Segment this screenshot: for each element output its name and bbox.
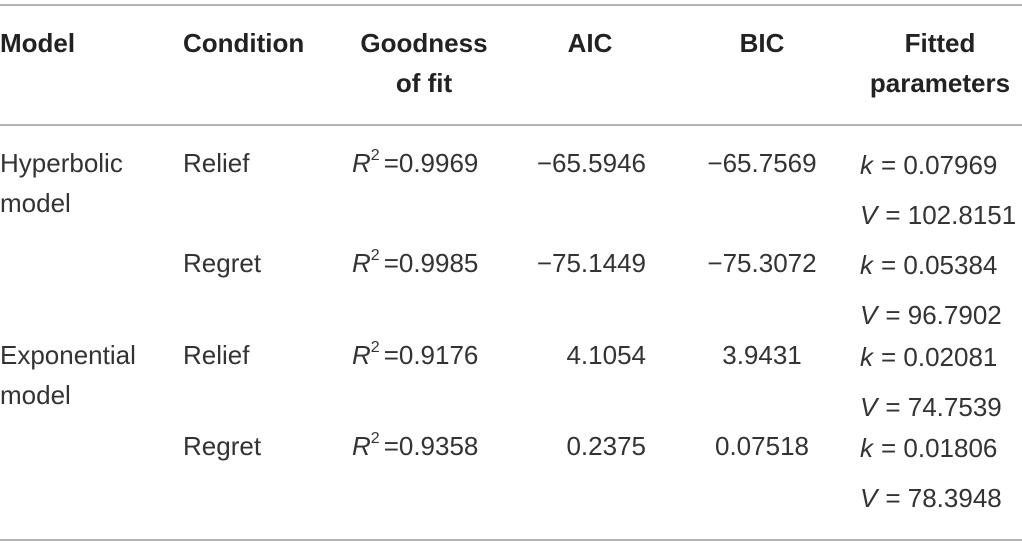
header-cell: BIC — [740, 28, 785, 58]
parameter-symbol: k — [860, 250, 875, 280]
header-cell: Condition — [183, 28, 304, 58]
fit-exponent: 2 — [371, 339, 380, 356]
aic: −75.1449 — [537, 248, 646, 278]
fit-value: =0.9985 — [384, 248, 479, 278]
header-cell: parameters — [870, 68, 1010, 98]
parameter-value: = 96.7902 — [885, 300, 1001, 330]
parameter-value: = 78.3948 — [885, 483, 1001, 513]
goodness-of-fit: R2 =0.9358 — [352, 430, 478, 461]
fit-value: =0.9969 — [384, 148, 479, 178]
header-cell: AIC — [568, 28, 613, 58]
parameter-value: = 74.7539 — [885, 392, 1001, 422]
parameter: V = 74.7539 — [860, 392, 1002, 422]
model-name: model — [0, 380, 71, 410]
parameter-value: = 0.05384 — [881, 250, 997, 280]
aic: 4.1054 — [566, 340, 646, 370]
condition: Relief — [183, 340, 250, 370]
parameter: V = 96.7902 — [860, 300, 1002, 330]
bic: −75.3072 — [707, 248, 816, 278]
model-name: Hyperbolic — [0, 148, 123, 178]
fit-symbol: R — [352, 340, 371, 370]
parameter-symbol: k — [860, 342, 875, 372]
fit-value: =0.9358 — [384, 431, 479, 461]
parameter: k = 0.07969 — [860, 150, 997, 180]
parameter-symbol: k — [860, 433, 875, 463]
header-cell: Model — [0, 28, 75, 58]
fit-exponent: 2 — [371, 430, 380, 447]
header-cell: Goodness — [360, 28, 487, 58]
fit-exponent: 2 — [371, 147, 380, 164]
parameter: V = 102.8151 — [860, 200, 1016, 230]
parameter: V = 78.3948 — [860, 483, 1002, 513]
bic: 3.9431 — [722, 340, 802, 370]
parameter: k = 0.02081 — [860, 342, 997, 372]
aic: 0.2375 — [566, 431, 646, 461]
parameter: k = 0.01806 — [860, 433, 997, 463]
header-cell: Fitted — [905, 28, 976, 58]
parameter-symbol: V — [860, 483, 880, 513]
parameter-value: = 0.01806 — [881, 433, 997, 463]
parameter-symbol: k — [860, 150, 875, 180]
model-name: Exponential — [0, 340, 136, 370]
fit-symbol: R — [352, 431, 371, 461]
condition: Regret — [183, 248, 262, 278]
parameter-symbol: V — [860, 300, 880, 330]
parameter-value: = 0.02081 — [881, 342, 997, 372]
goodness-of-fit: R2 =0.9176 — [352, 339, 478, 370]
fit-symbol: R — [352, 148, 371, 178]
goodness-of-fit: R2 =0.9985 — [352, 247, 478, 278]
condition: Regret — [183, 431, 262, 461]
bic: −65.7569 — [707, 148, 816, 178]
header-cell: of fit — [396, 68, 453, 98]
parameter-value: = 102.8151 — [885, 200, 1016, 230]
fit-value: =0.9176 — [384, 340, 479, 370]
fit-symbol: R — [352, 248, 371, 278]
parameter-symbol: V — [860, 200, 880, 230]
parameter-symbol: V — [860, 392, 880, 422]
model-name: model — [0, 188, 71, 218]
bic: 0.07518 — [715, 431, 809, 461]
goodness-of-fit: R2 =0.9969 — [352, 147, 478, 178]
condition: Relief — [183, 148, 250, 178]
aic: −65.5946 — [537, 148, 646, 178]
parameter: k = 0.05384 — [860, 250, 997, 280]
parameter-value: = 0.07969 — [881, 150, 997, 180]
fit-exponent: 2 — [371, 247, 380, 264]
